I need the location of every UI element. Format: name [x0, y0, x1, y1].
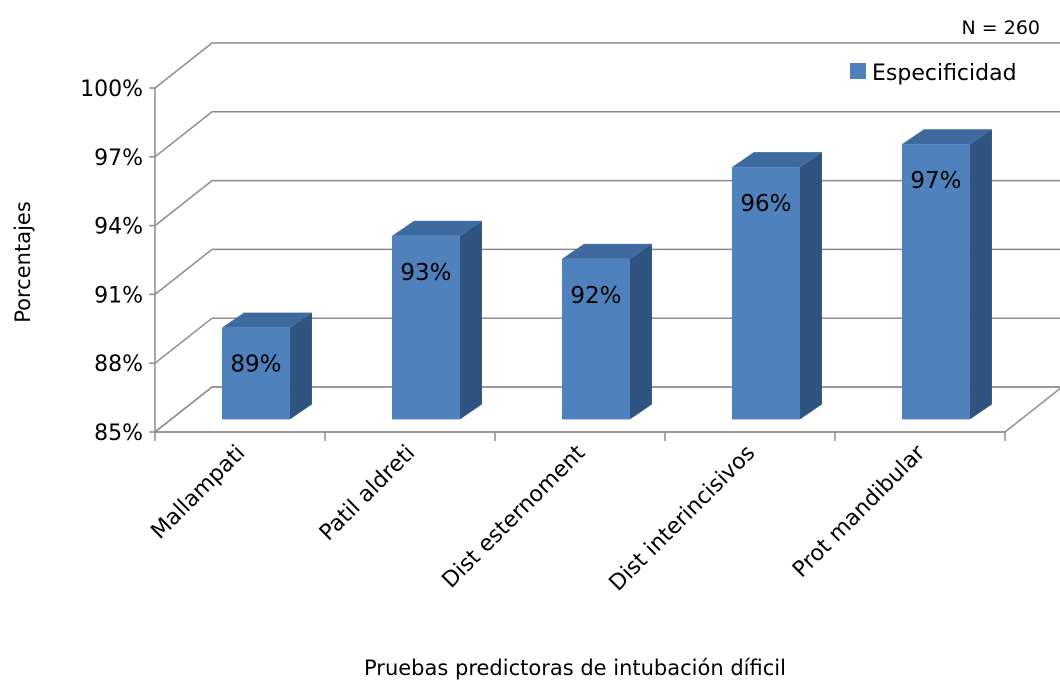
sample-size-note: N = 260: [962, 17, 1040, 39]
bar-top-face: [731, 152, 822, 168]
labels: 85% 88% 91% 94% 97% 100% 89% Mallampati 93% Patil…: [80, 77, 961, 596]
bar-front-face: [901, 144, 970, 420]
category-label: Prot mandibular: [788, 440, 931, 583]
bar-side-face: [289, 312, 312, 420]
y-axis-title: Porcentajes: [11, 201, 35, 323]
bar-value-label: 97%: [910, 168, 961, 194]
bar-front-face: [221, 327, 290, 420]
bar-1: [221, 312, 312, 420]
gridline-100: [154, 42, 1060, 89]
bar-3: [561, 243, 652, 420]
legend-label-especificidad: Especificidad: [872, 61, 1017, 86]
category-label: Patil aldreti: [315, 441, 420, 546]
bar-front-face: [391, 235, 460, 420]
y-tick-label: 85%: [94, 421, 143, 446]
gridline-97: [154, 111, 1060, 158]
bar-4: [731, 152, 822, 420]
y-tick-label: 91%: [94, 283, 143, 308]
bar-value-label: 96%: [740, 191, 791, 217]
y-tick-label: 100%: [80, 77, 143, 102]
bar-side-face: [459, 220, 482, 420]
bar-value-label: 93%: [400, 260, 451, 286]
category-label: Dist esternoment: [438, 440, 591, 593]
y-tick-label: 97%: [94, 146, 143, 171]
bar-value-label: 89%: [230, 352, 281, 378]
bar-side-face: [799, 152, 822, 420]
y-tick-label: 94%: [94, 215, 143, 240]
bar-side-face: [629, 243, 652, 420]
legend: Especificidad: [850, 61, 1017, 86]
bar-5: [901, 129, 992, 420]
bar-value-label: 92%: [570, 283, 621, 309]
bar-top-face: [391, 220, 482, 236]
bar-top-face: [221, 312, 312, 328]
bar-2: [391, 220, 482, 420]
legend-swatch: [850, 63, 866, 79]
bar-front-face: [561, 258, 630, 420]
y-tick-label: 88%: [94, 352, 143, 377]
bars: [221, 129, 992, 420]
bar-top-face: [561, 243, 652, 259]
category-label: Mallampati: [146, 441, 250, 545]
bar-side-face: [969, 129, 992, 420]
axes: [149, 87, 1006, 441]
category-label: Dist interincisivos: [605, 441, 761, 597]
bar-top-face: [901, 129, 992, 145]
x-axis-title: Pruebas predictoras de intubación dífici…: [364, 656, 786, 680]
bar-front-face: [731, 167, 800, 420]
